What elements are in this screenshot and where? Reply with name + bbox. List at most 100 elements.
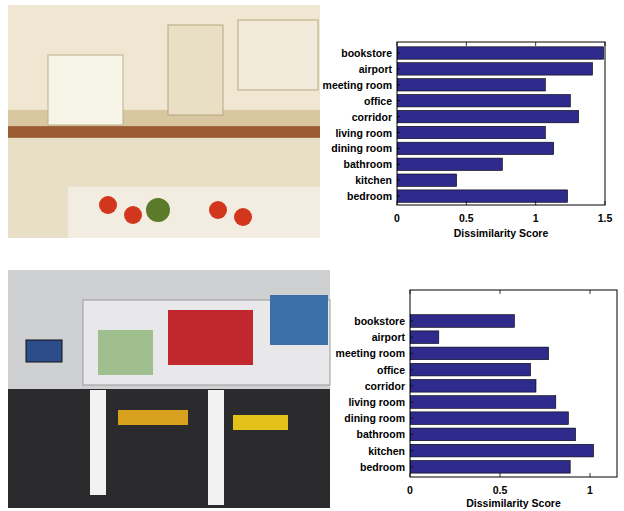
x-axis-title: Dissimilarity Score: [454, 227, 549, 239]
bar: [410, 379, 536, 392]
pepper: [124, 206, 142, 224]
category-label: bathroom: [357, 428, 405, 440]
counter-sign: [118, 410, 188, 425]
y-tick: [397, 148, 400, 149]
greens: [146, 198, 170, 222]
category-label: kitchen: [355, 174, 392, 186]
frame: [410, 290, 617, 477]
x-tick: [590, 473, 591, 477]
category-label: corridor: [365, 380, 405, 392]
column: [90, 390, 106, 495]
category-label: bookstore: [354, 315, 405, 327]
chart: bookstore airport meeting room office corrid…: [323, 42, 613, 239]
x-tick: [410, 290, 411, 294]
category-label: living room: [335, 127, 392, 139]
x-tick: [500, 290, 501, 294]
bar: [410, 363, 531, 376]
floor: [8, 389, 330, 508]
photo-bg: [8, 270, 330, 508]
category-label: bathroom: [344, 158, 392, 170]
bar: [397, 110, 579, 122]
bar: [410, 460, 570, 473]
y-tick: [410, 353, 413, 354]
bars: [397, 47, 604, 203]
category-label: meeting room: [323, 79, 392, 91]
bar: [410, 315, 514, 328]
category-label: living room: [348, 396, 405, 408]
pepper: [234, 208, 252, 226]
island: [68, 187, 320, 238]
photo-kitchen: [8, 5, 320, 238]
x-tick: [397, 201, 398, 205]
bar: [397, 142, 554, 154]
y-tick: [410, 450, 413, 451]
frame: [397, 42, 605, 205]
bar: [397, 190, 568, 202]
y-tick: [397, 100, 400, 101]
x-tick-label: 0.5: [459, 212, 474, 224]
plot-bg: [397, 42, 605, 205]
bar: [410, 412, 568, 425]
y-tick: [397, 68, 400, 69]
poster: [98, 330, 153, 375]
y-tick: [397, 53, 400, 54]
y-tick: [397, 196, 400, 197]
pepper: [209, 201, 227, 219]
x-tick: [500, 473, 501, 477]
pepper: [99, 196, 117, 214]
bar: [410, 331, 439, 344]
x-tick-label: 0: [394, 212, 400, 224]
category-label: dining room: [344, 412, 405, 424]
bar: [397, 174, 457, 186]
photo-bg: [8, 5, 320, 238]
y-tick: [410, 434, 413, 435]
y-tick: [410, 321, 413, 322]
y-tick: [397, 180, 400, 181]
category-label: corridor: [352, 111, 392, 123]
photo-airport: [8, 270, 330, 508]
window: [48, 55, 123, 125]
category-label: bedroom: [347, 190, 392, 202]
x-tick: [466, 201, 467, 205]
poster: [168, 310, 253, 365]
x-tick-label: 1: [587, 484, 593, 496]
category-label: meeting room: [336, 347, 405, 359]
column: [208, 390, 224, 505]
chart: bookstoreairportmeeting roomofficecorrid…: [336, 290, 617, 509]
bar: [410, 347, 549, 360]
x-tick: [535, 201, 536, 205]
counter-sign: [233, 415, 288, 430]
y-tick: [397, 164, 400, 165]
x-tick-label: 1.5: [598, 212, 613, 224]
x-axis-title: Dissimilarity Score: [466, 497, 561, 509]
cabinet: [168, 25, 223, 115]
category-label: airport: [359, 63, 393, 75]
bar: [397, 47, 604, 59]
x-tick: [535, 42, 536, 46]
category-label: office: [377, 364, 405, 376]
y-tick: [410, 385, 413, 386]
x-tick-label: 0: [407, 484, 413, 496]
category-label: dining room: [331, 142, 392, 154]
y-tick: [410, 337, 413, 338]
bar: [397, 126, 545, 138]
figure: bookstore airport meeting room office corrid…: [0, 0, 624, 511]
bar: [397, 63, 593, 75]
bar: [410, 428, 576, 441]
y-tick: [397, 116, 400, 117]
poster: [270, 295, 328, 345]
bar: [410, 396, 556, 409]
x-tick: [466, 42, 467, 46]
category-label: bookstore: [341, 47, 392, 59]
x-tick: [590, 290, 591, 294]
hood: [238, 20, 318, 90]
category-label: bedroom: [360, 461, 405, 473]
y-tick: [410, 369, 413, 370]
bars: [410, 315, 594, 473]
bar: [397, 79, 545, 91]
category-label: office: [364, 95, 392, 107]
y-tick: [410, 466, 413, 467]
counter: [8, 126, 320, 138]
y-tick: [410, 418, 413, 419]
category-label: kitchen: [368, 445, 405, 457]
